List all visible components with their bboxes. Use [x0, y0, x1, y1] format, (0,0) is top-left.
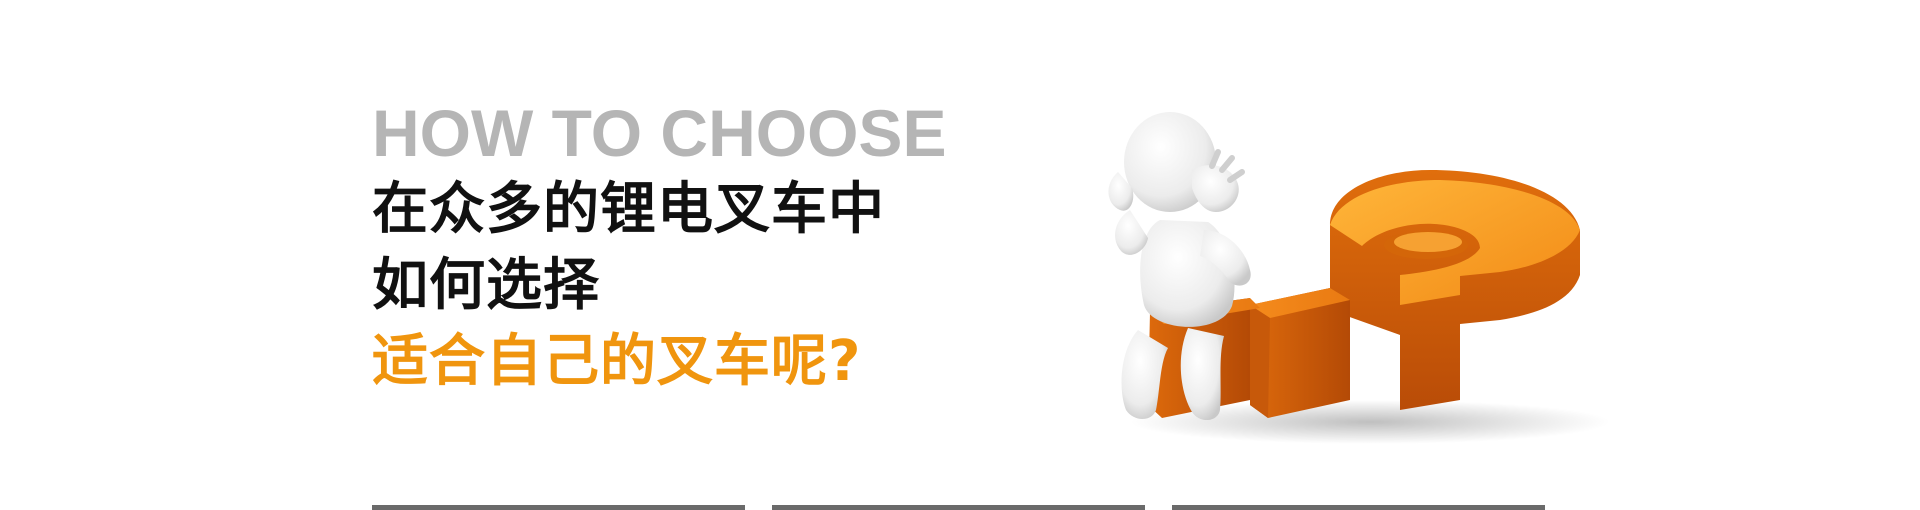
- bottom-rule-3: [1172, 505, 1545, 510]
- headline-block: HOW TO CHOOSE 在众多的锂电叉车中 如何选择 适合自己的叉车呢?: [372, 100, 992, 400]
- headline-line-3: 适合自己的叉车呢?: [372, 329, 862, 394]
- headline-line-2: 如何选择: [372, 253, 600, 318]
- bottom-tab-rules: [372, 505, 1552, 510]
- headline-line-1: 在众多的锂电叉车中: [372, 177, 885, 242]
- headline-eyebrow: HOW TO CHOOSE: [372, 96, 947, 170]
- bottom-rule-2: [772, 505, 1145, 510]
- thinking-figure-with-question-mark-icon: [1100, 100, 1620, 450]
- bottom-rule-1: [372, 505, 745, 510]
